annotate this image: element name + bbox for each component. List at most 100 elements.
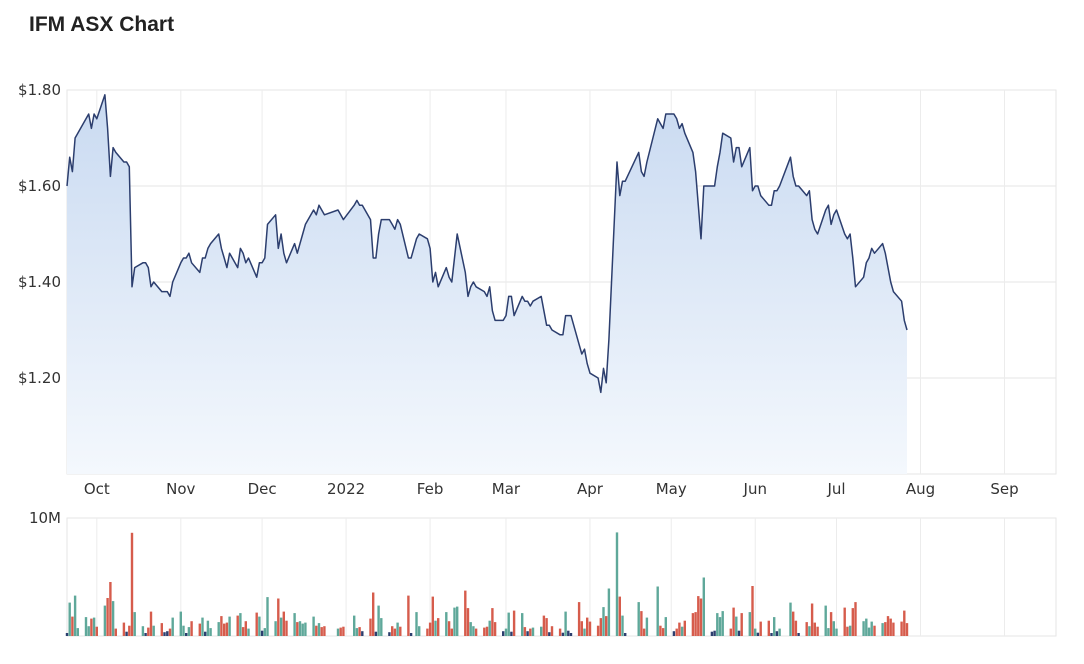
volume-bar xyxy=(466,608,470,636)
volume-bar xyxy=(399,626,402,636)
volume-bar xyxy=(144,633,147,636)
volume-bar xyxy=(805,622,808,636)
volume-bar xyxy=(111,601,115,636)
volume-bar xyxy=(225,622,229,636)
volume-bar xyxy=(141,626,145,636)
volume-bar xyxy=(377,605,380,636)
price-x-tick-label: Aug xyxy=(906,480,935,498)
volume-bar xyxy=(792,611,795,636)
volume-bar xyxy=(854,602,857,636)
volume-bar xyxy=(228,616,231,636)
volume-bar xyxy=(675,628,678,636)
volume-bar xyxy=(445,612,448,636)
volume-bar xyxy=(829,612,833,636)
volume-bar xyxy=(558,628,562,636)
volume-bar xyxy=(550,626,554,636)
volume-bar xyxy=(166,631,169,636)
volume-bar xyxy=(147,627,150,636)
price-y-axis: $1.80 $1.60 $1.40 $1.20 xyxy=(18,81,61,387)
volume-plot-frame xyxy=(66,517,1057,637)
volume-bar xyxy=(531,627,535,636)
volume-bar xyxy=(68,602,71,636)
volume-bar xyxy=(640,611,643,636)
volume-bar xyxy=(691,613,695,636)
volume-bar xyxy=(862,621,865,636)
volume-bar xyxy=(128,625,131,636)
volume-bar xyxy=(179,611,182,636)
volume-bar xyxy=(702,577,705,636)
volume-bar xyxy=(361,631,364,636)
volume-bar xyxy=(393,628,397,636)
volume-bar xyxy=(775,631,779,636)
volume-bar xyxy=(312,616,315,636)
volume-bar xyxy=(407,595,410,636)
volume-bar xyxy=(664,617,667,636)
volume-bar xyxy=(881,623,884,636)
chart-title: IFM ASX Chart xyxy=(29,13,175,36)
volume-bar xyxy=(464,590,467,636)
volume-bar xyxy=(342,626,345,636)
volume-bar xyxy=(865,618,868,636)
volume-bar xyxy=(296,622,299,636)
volume-bar xyxy=(846,626,849,636)
volume-bar xyxy=(694,612,697,636)
volume-bar xyxy=(372,592,375,636)
volume-bar xyxy=(239,613,242,636)
volume-bar xyxy=(816,626,819,636)
volume-bar xyxy=(301,623,304,636)
volume-bar xyxy=(355,628,359,636)
price-line xyxy=(66,94,908,394)
volume-bar xyxy=(580,621,583,636)
volume-bar xyxy=(315,625,318,636)
volume-bar xyxy=(201,617,204,636)
price-area xyxy=(66,94,908,475)
volume-bar xyxy=(95,626,98,636)
volume-bar xyxy=(73,595,77,636)
volume-bar xyxy=(396,622,399,636)
price-x-axis: Oct Nov Dec 2022 Feb Mar Apr May Jun Jul Aug Sep xyxy=(84,480,1019,498)
volume-bar xyxy=(642,628,646,636)
volume-bar xyxy=(491,608,494,636)
volume-bar xyxy=(721,611,724,636)
volume-bar xyxy=(586,617,589,636)
volume-bar xyxy=(851,608,854,636)
volume-bar xyxy=(735,616,738,636)
volume-bar xyxy=(125,631,128,636)
volume-bar xyxy=(873,625,876,636)
volume-bar xyxy=(76,628,79,636)
volume-bar xyxy=(469,622,472,636)
volume-bar xyxy=(751,586,754,636)
volume-bar xyxy=(190,621,193,636)
price-x-tick-label: Dec xyxy=(248,480,277,498)
volume-bar xyxy=(729,628,732,636)
volume-bar xyxy=(380,618,383,636)
volume-bar xyxy=(437,618,440,636)
volume-bar xyxy=(391,626,394,636)
volume-bar xyxy=(336,628,340,636)
volume-bar xyxy=(797,633,800,636)
volume-bar xyxy=(223,623,226,636)
volume-bar xyxy=(889,618,892,636)
volume-bar xyxy=(260,630,264,636)
volume-bar xyxy=(548,632,551,636)
volume-bar xyxy=(87,626,90,636)
volume-bar xyxy=(109,582,112,636)
volume-bar xyxy=(605,616,608,636)
volume-bar xyxy=(824,605,827,636)
volume-bar xyxy=(867,627,871,636)
volume-bar xyxy=(748,612,751,636)
price-x-tick-label: Apr xyxy=(577,480,604,498)
volume-bar xyxy=(507,612,510,636)
volume-bar xyxy=(198,623,201,636)
volume-bar xyxy=(71,616,74,636)
volume-bar xyxy=(353,615,356,636)
price-x-tick-label: Jun xyxy=(743,480,767,498)
volume-bar xyxy=(713,630,716,636)
volume-bar xyxy=(615,532,619,636)
price-y-tick-label: $1.20 xyxy=(18,369,61,387)
volume-bar xyxy=(678,622,681,636)
volume-bar xyxy=(106,598,109,636)
volume-bar xyxy=(358,627,361,636)
price-y-tick-label: $1.60 xyxy=(18,177,61,195)
volume-bar xyxy=(263,628,266,636)
